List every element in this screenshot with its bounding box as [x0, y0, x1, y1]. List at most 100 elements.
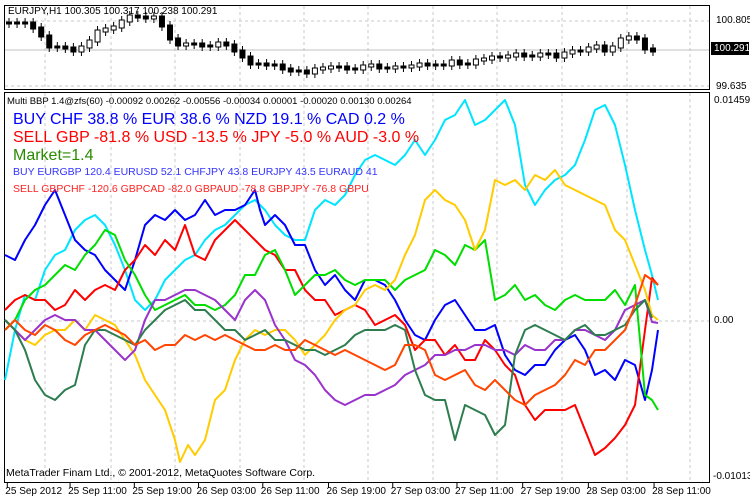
candle-body — [400, 65, 407, 69]
candle-body — [424, 62, 431, 67]
series-line-purple — [4, 289, 659, 406]
candle-body — [448, 59, 455, 67]
x-tick-label: 26 Sep 19:00 — [326, 486, 387, 497]
candle-body — [223, 41, 230, 47]
candle-body — [408, 64, 415, 69]
candle-body — [303, 69, 310, 75]
candle-body — [593, 44, 600, 50]
candle-body — [126, 14, 133, 23]
x-tick-label: 26 Sep 11:00 — [260, 486, 320, 497]
candle-body — [110, 25, 117, 31]
candle-body — [263, 62, 270, 67]
candle-body — [78, 45, 85, 53]
series-line-gold — [4, 169, 659, 463]
candle-body — [271, 63, 278, 67]
series-line-green — [4, 229, 659, 411]
x-tick-label: 25 Sep 2012 — [5, 486, 63, 497]
candle-body — [456, 59, 463, 66]
candle-body — [489, 55, 495, 61]
candle-body — [553, 52, 560, 59]
candle-body — [134, 14, 141, 19]
candle-body — [183, 42, 190, 47]
x-tick-label: 25 Sep 19:00 — [132, 486, 192, 497]
candle-body — [231, 43, 238, 53]
candle-body — [585, 46, 592, 53]
current-price-marker — [711, 42, 749, 55]
candle-body — [529, 54, 536, 58]
candle-body — [6, 21, 12, 25]
price-tick-high: 100.805 — [716, 15, 750, 26]
series-line-blue — [4, 189, 659, 401]
candle-body — [521, 52, 528, 58]
sell-pairs: SELL GBPCHF -120.6 GBPCAD -82.0 GBPAUD -… — [13, 183, 369, 195]
candle-body — [336, 65, 343, 69]
candle-body — [30, 21, 37, 30]
indicator-pane-border — [4, 92, 710, 483]
candle-body — [344, 65, 351, 71]
candle-body — [464, 62, 471, 66]
indicator-tick-max: 0.01459 — [714, 95, 750, 106]
candle-body — [319, 66, 326, 71]
candle-body — [142, 15, 149, 20]
candle-body — [368, 63, 375, 68]
candle-body — [617, 37, 624, 49]
candle-body — [440, 63, 447, 67]
x-tick-label: 26 Sep 03:00 — [196, 486, 257, 497]
candle-body — [167, 24, 173, 41]
candle-body — [118, 19, 125, 29]
candle-body — [625, 35, 632, 41]
candle-body — [46, 34, 53, 49]
candle-body — [505, 54, 512, 59]
x-tick-label: 27 Sep 11:00 — [454, 486, 514, 497]
indicator-header: Multi BBP 1.4@zfs(60) -0.00092 0.00262 -… — [7, 96, 412, 107]
time-ticks — [6, 483, 655, 488]
buy-pairs: BUY EURGBP 120.4 EURUSD 52.1 CHFJPY 43.8… — [13, 166, 378, 178]
copyright: MetaTrader Finam Ltd., © 2001-2012, Meta… — [6, 467, 316, 479]
candle-body — [537, 52, 544, 58]
candle-body — [199, 42, 206, 48]
candle-body — [480, 57, 487, 62]
market-value: Market=1.4 — [13, 147, 94, 164]
price-pane-border — [4, 5, 710, 90]
grid — [5, 6, 709, 482]
x-tick-label: 28 Sep 03:00 — [586, 486, 646, 497]
candle-body — [14, 21, 21, 25]
current-price-label: 100.291 — [714, 43, 750, 54]
candle-body — [247, 55, 254, 66]
candle-body — [255, 62, 262, 66]
candle-body — [545, 52, 552, 56]
candle-body — [54, 45, 61, 49]
candle-body — [513, 52, 520, 58]
series-line-cyan — [4, 99, 659, 381]
candle-body — [384, 66, 391, 70]
candle-body — [497, 55, 504, 59]
candle-body — [561, 51, 568, 59]
symbol-label: EURJPY,H1 100.305 100.317 100.238 100.29… — [8, 6, 218, 17]
candle-body — [215, 41, 222, 48]
x-tick-label: 25 Sep 11:00 — [68, 486, 127, 497]
candle-body — [22, 21, 29, 25]
series-line-red — [4, 219, 659, 456]
candle-body — [472, 58, 479, 66]
candle-body — [102, 27, 109, 33]
candle-body — [62, 45, 69, 50]
price-tick-low: 99.635 — [716, 81, 747, 92]
candle-body — [601, 44, 608, 53]
candle-body — [279, 63, 286, 71]
sell-currencies: SELL GBP -81.8 % USD -13.5 % JPY -5.0 % … — [13, 129, 420, 146]
x-tick-label: 27 Sep 03:00 — [390, 486, 451, 497]
candle-body — [295, 69, 302, 73]
candle-body — [416, 62, 423, 68]
candle-body — [352, 67, 359, 71]
candle-body — [94, 29, 101, 43]
candle-body — [609, 45, 616, 53]
candle-body — [70, 46, 77, 53]
candle-body — [207, 44, 214, 48]
candle-body — [376, 63, 383, 70]
candle-body — [191, 42, 198, 46]
candle-body — [392, 65, 399, 70]
candle-body — [38, 26, 45, 38]
candle-body — [360, 64, 367, 71]
candle-body — [650, 47, 656, 53]
